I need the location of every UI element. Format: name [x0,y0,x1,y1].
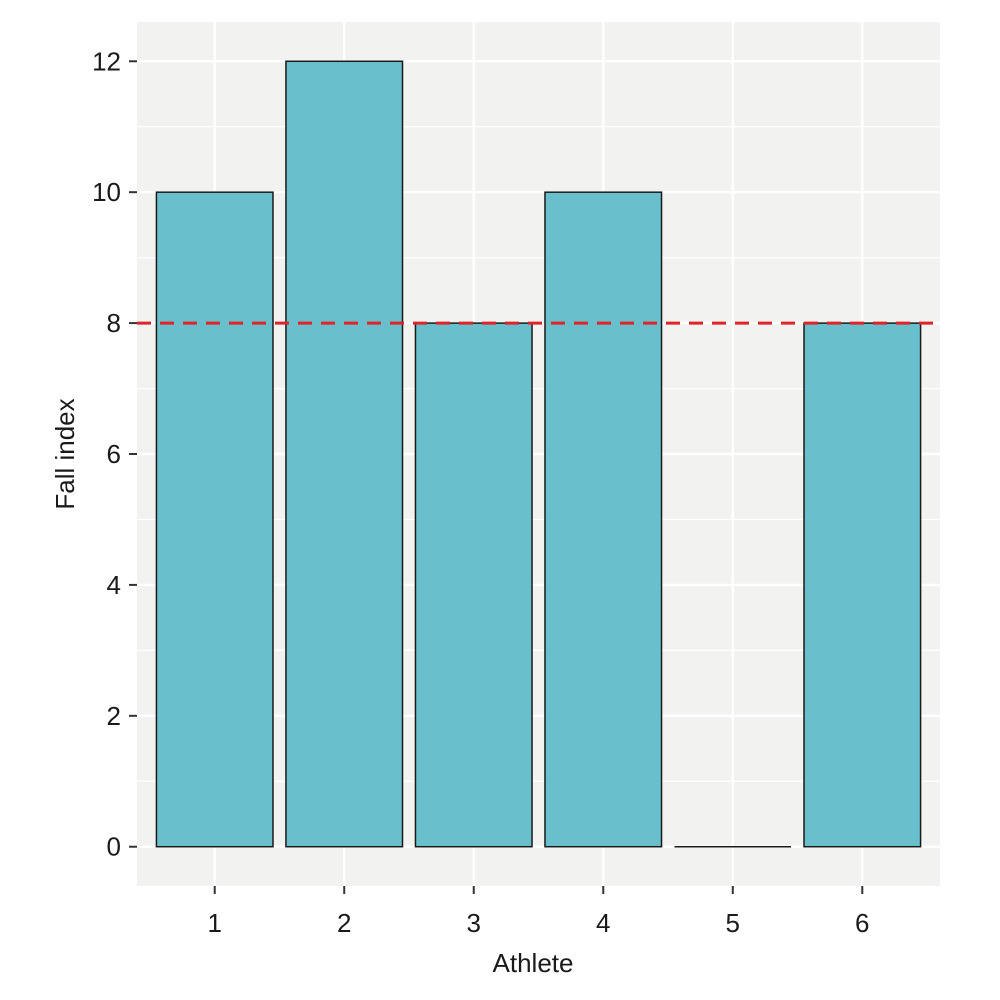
bar-athlete-1 [155,191,274,848]
y-tick-label: 0 [107,832,121,862]
y-axis-title: Fall index [50,398,80,509]
y-tick-label: 4 [107,570,121,600]
y-tick-label: 10 [92,177,121,207]
x-tick-label: 2 [337,908,351,938]
bar-athlete-4 [544,191,663,848]
bars [155,60,922,848]
y-tick-label: 2 [107,701,121,731]
y-tick-label: 12 [92,46,121,76]
x-axis-title: Athlete [493,948,574,978]
y-tick-label: 8 [107,308,121,338]
x-tick-label: 4 [596,908,610,938]
bar-athlete-3 [414,322,533,848]
bar-athlete-2 [285,60,404,848]
x-tick-label: 3 [467,908,481,938]
x-tick-label: 5 [726,908,740,938]
x-tick-label: 1 [207,908,221,938]
y-tick-label: 6 [107,439,121,469]
bar-athlete-6 [803,322,922,848]
x-tick-label: 6 [855,908,869,938]
